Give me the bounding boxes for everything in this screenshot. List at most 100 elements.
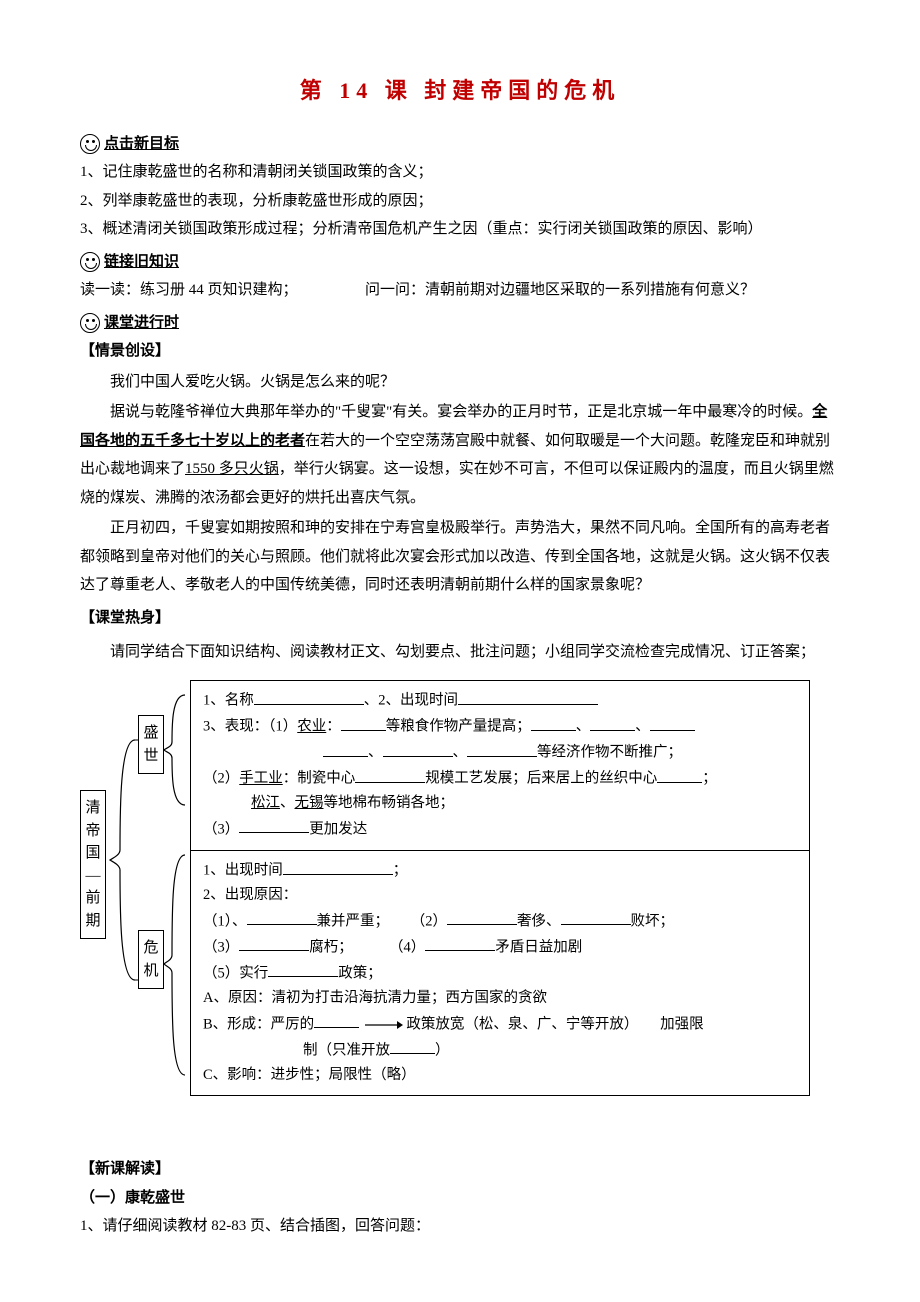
blank[interactable] — [239, 816, 309, 833]
section-label: 链接旧知识 — [104, 248, 179, 277]
scene-p3: 正月初四，千叟宴如期按照和珅的安排在宁寿宫皇极殿举行。声势浩大，果然不同凡响。全… — [80, 514, 840, 600]
cb2-l7a: B、形成：严厉的 — [203, 1016, 314, 1032]
cb1-l3c: ：制瓷中心 — [283, 771, 356, 787]
b2-c2: 机 — [141, 960, 161, 983]
blank[interactable] — [657, 765, 702, 782]
cb2-l4c: （4） — [389, 939, 425, 955]
cb2-l8a: 制（只准开放 — [303, 1042, 390, 1058]
goal-1: 1、记住康乾盛世的名称和清朝闭关锁国政策的含义； — [80, 158, 840, 187]
smiley-icon — [80, 134, 100, 154]
cb2-l3c: （2） — [411, 913, 447, 929]
cb1-l2e: 、 — [576, 719, 591, 735]
cb1-l2-cont: 、 、 等经济作物不断推广； — [203, 739, 797, 765]
cb1-l4b: 、 — [280, 795, 295, 811]
smiley-icon — [80, 252, 100, 272]
t: 、 — [368, 745, 383, 761]
cb1-l4a: 松江 — [251, 795, 280, 811]
content-box-1: 1、名称、2、出现时间 3、表现：（1）农业：等粮食作物产量提高；、、 、、等经… — [190, 680, 810, 851]
cb1-l2d: 等粮食作物产量提高； — [386, 719, 531, 735]
blank[interactable] — [390, 1037, 435, 1054]
scene-p2d: 1550 多只火锅 — [185, 461, 279, 477]
cb1-l4c: 无锡 — [295, 795, 324, 811]
blank[interactable] — [341, 713, 386, 730]
cb1-l2h: 等经济作物不断推广； — [537, 745, 682, 761]
cb2-l7b: 政策放宽（松、泉、广、宁等开放） — [406, 1016, 638, 1032]
cb1-l3a: （2） — [203, 771, 239, 787]
section-head-class: 课堂进行时 — [80, 309, 840, 338]
cb2-l3b: 兼并严重； — [317, 913, 390, 929]
blank[interactable] — [383, 739, 453, 756]
cb2-l7: B、形成：严厉的 政策放宽（松、泉、广、宁等开放） 加强限 — [203, 1011, 797, 1037]
blank[interactable] — [268, 960, 338, 977]
cb1-l3b: 手工业 — [239, 771, 283, 787]
blank[interactable] — [283, 857, 393, 874]
cb2-l5b: 政策； — [338, 965, 382, 981]
blank[interactable] — [467, 739, 537, 756]
cb1-l3d: 规模工艺发展；后来居上的丝织中心 — [425, 771, 657, 787]
cb1-l2b: 农业 — [297, 719, 326, 735]
goal-3: 3、概述清闭关锁国政策形成过程；分析清帝国危机产生之因（重点：实行闭关锁国政策的… — [80, 215, 840, 244]
cb1-l4: 松江、无锡等地棉布畅销各地； — [203, 791, 797, 816]
cb2-l3e: 败坏； — [631, 913, 675, 929]
cb2-l1: 1、出现时间； — [203, 857, 797, 883]
scene-head: 【情景创设】 — [80, 337, 840, 366]
warmup-intro: 请同学结合下面知识结构、阅读教材正文、勾划要点、批注问题；小组同学交流检查完成情… — [80, 634, 840, 670]
cb2-l7c: 加强限 — [660, 1016, 704, 1032]
cb2-l4: （3）腐朽； （4）矛盾日益加剧 — [203, 934, 797, 960]
b2-c1: 危 — [141, 937, 161, 960]
newread-q1: 1、请仔细阅读教材 82-83 页、结合插图，回答问题： — [80, 1212, 840, 1241]
cb1-l2: 3、表现：（1）农业：等粮食作物产量提高；、、 — [203, 713, 797, 739]
link-ask: 问一问：清朝前期对边疆地区采取的一系列措施有何意义？ — [365, 282, 755, 298]
blank[interactable] — [531, 713, 576, 730]
blank[interactable] — [590, 713, 635, 730]
cb2-l3a: （1）、 — [203, 913, 247, 929]
blank[interactable] — [254, 687, 364, 704]
cb1-l1: 1、名称、2、出现时间 — [203, 687, 797, 713]
blank[interactable] — [314, 1011, 359, 1028]
cb2-l9: C、影响：进步性；局限性（略） — [203, 1063, 797, 1088]
root-c2: 帝 — [83, 820, 103, 843]
cb1-l5: （3）更加发达 — [203, 816, 797, 842]
blank[interactable] — [447, 908, 517, 925]
content-box-2: 1、出现时间； 2、出现原因： （1）、 兼并严重； （2） 奢侈、 败坏； （3）腐… — [190, 850, 810, 1096]
cb2-l2: 2、出现原因： — [203, 883, 797, 908]
cb2-l6: A、原因：清初为打击沿海抗清力量；西方国家的贪欲 — [203, 986, 797, 1011]
cb2-l5a: （5）实行 — [203, 965, 268, 981]
cb2-l4b: 腐朽； — [309, 939, 353, 955]
branch1-box: 盛 世 — [138, 715, 164, 774]
blank[interactable] — [561, 908, 631, 925]
link-read: 读一读：练习册 44 页知识建构； — [80, 282, 298, 298]
section-head-goals: 点击新目标 — [80, 130, 840, 159]
blank[interactable] — [323, 739, 368, 756]
scene-p2: 据说与乾隆爷禅位大典那年举办的"千叟宴"有关。宴会举办的正月时节，正是北京城一年… — [80, 398, 840, 512]
blank[interactable] — [239, 934, 309, 951]
warmup-head: 【课堂热身】 — [80, 604, 840, 633]
newread-sub: （一）康乾盛世 — [80, 1184, 840, 1213]
branch2-box: 危 机 — [138, 930, 164, 989]
goal-2: 2、列举康乾盛世的表现，分析康乾盛世形成的原因； — [80, 187, 840, 216]
scene-p2a: 据说与乾隆爷禅位大典那年举办的"千叟宴"有关。宴会举办的正月时节，正是北京城一年… — [110, 404, 812, 420]
arrow-icon — [363, 1019, 403, 1031]
cb1-l5b: 更加发达 — [309, 821, 367, 837]
root-c4: — — [83, 865, 103, 888]
section-label: 点击新目标 — [104, 130, 179, 159]
smiley-icon — [80, 313, 100, 333]
root-c1: 清 — [83, 797, 103, 820]
cb2-l1b: ； — [393, 863, 408, 879]
knowledge-diagram: 清 帝 国 — 前 期 盛 世 危 机 1、名称、2、出现时间 3、表现：（1）… — [80, 680, 840, 1095]
blank[interactable] — [247, 908, 317, 925]
cb1-l2a: 3、表现：（1） — [203, 719, 297, 735]
blank[interactable] — [425, 934, 495, 951]
cb2-l5: （5）实行 政策； — [203, 960, 797, 986]
cb2-l3d: 奢侈、 — [517, 913, 561, 929]
blank[interactable] — [458, 687, 598, 704]
blank[interactable] — [355, 765, 425, 782]
t: 、 — [453, 745, 468, 761]
blank[interactable] — [650, 713, 695, 730]
cb1-l1b: 、2、出现时间 — [364, 693, 458, 709]
section-head-link: 链接旧知识 — [80, 248, 840, 277]
cb1-l3e: ； — [702, 771, 717, 787]
link-row: 读一读：练习册 44 页知识建构； 问一问：清朝前期对边疆地区采取的一系列措施有… — [80, 276, 840, 305]
root-c3: 国 — [83, 842, 103, 865]
root-c6: 期 — [83, 910, 103, 933]
